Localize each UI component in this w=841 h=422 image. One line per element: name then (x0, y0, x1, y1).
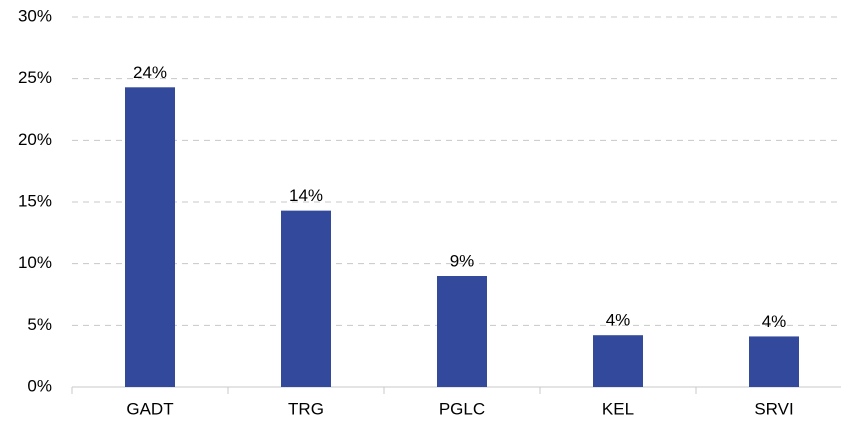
bar (593, 335, 643, 387)
bar (125, 87, 175, 388)
y-tick-label: 20% (18, 130, 52, 149)
data-label: 9% (450, 251, 475, 270)
x-tick-label: KEL (602, 399, 634, 418)
x-tick-label: TRG (288, 399, 324, 418)
y-tick-label: 30% (18, 6, 52, 25)
y-tick-label: 10% (18, 253, 52, 272)
bar (437, 276, 487, 387)
data-label: 4% (762, 312, 787, 331)
bar (281, 210, 331, 387)
data-label: 24% (133, 63, 167, 82)
bar (749, 336, 799, 387)
data-label: 14% (289, 186, 323, 205)
y-tick-label: 5% (27, 315, 52, 334)
x-tick-label: SRVI (754, 399, 793, 418)
x-tick-label: PGLC (439, 399, 485, 418)
y-tick-label: 0% (27, 376, 52, 395)
x-tick-label: GADT (126, 399, 173, 418)
data-label: 4% (606, 311, 631, 330)
y-tick-label: 15% (18, 191, 52, 210)
y-tick-label: 25% (18, 68, 52, 87)
